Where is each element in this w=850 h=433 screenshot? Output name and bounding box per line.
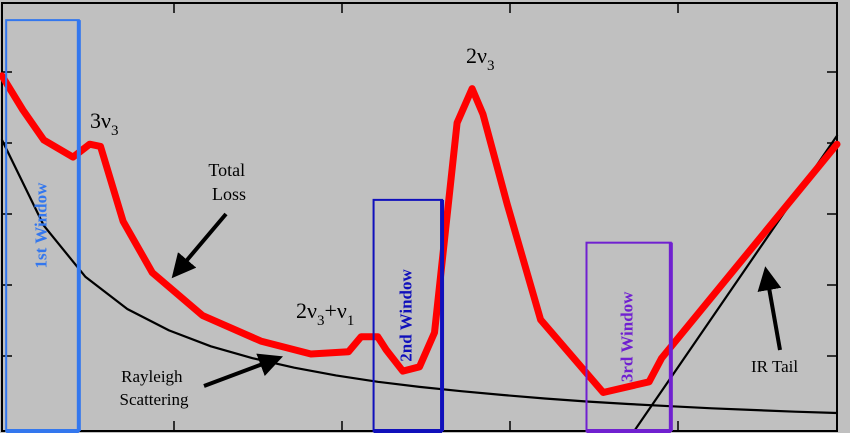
window-layer: 1st Window 2nd Window 3rd Window [5, 19, 673, 433]
label-2v3-plus-v1: 2ν3+ν1 [296, 298, 354, 329]
label-2v3-sub: 3 [487, 58, 495, 74]
label-3v3-sub: 3 [111, 123, 119, 139]
series-total-loss [0, 72, 841, 396]
arrow-rayleigh [203, 353, 283, 388]
arrow-ir-tail [757, 266, 782, 351]
series-layer [0, 72, 841, 433]
label-3v3: 3ν3 [90, 108, 118, 139]
window-3-label: 3rd Window [618, 291, 637, 382]
label-total-loss: Total Loss [208, 160, 249, 204]
window-2-label: 2nd Window [397, 268, 416, 361]
series-rayleigh-scattering [0, 138, 839, 415]
label-ir-tail: IR Tail [751, 357, 798, 376]
window-1-label: 1st Window [31, 182, 50, 269]
label-rayleigh-scattering: Rayleigh Scattering [120, 367, 189, 409]
arrow-total-loss [171, 212, 228, 279]
label-2v3: 2ν3 [466, 43, 494, 74]
